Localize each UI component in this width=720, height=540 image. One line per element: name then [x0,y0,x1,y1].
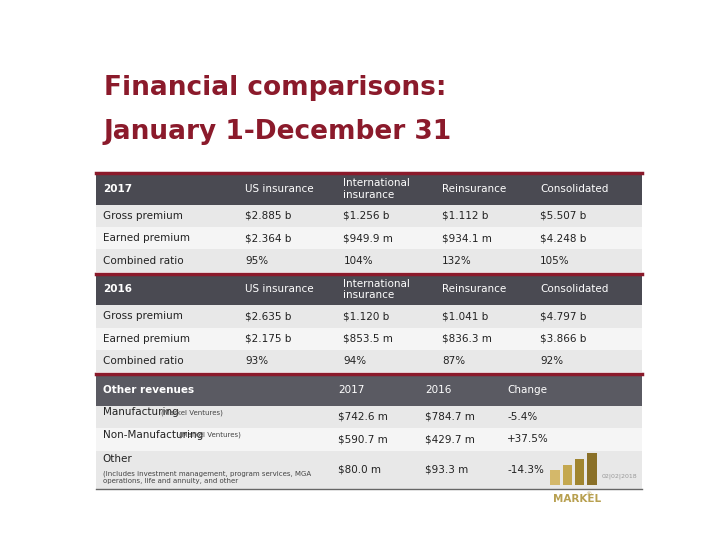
Text: Other revenues: Other revenues [103,385,194,395]
Bar [96,328,642,350]
Bar [96,173,642,205]
Text: $2.175 b: $2.175 b [245,334,292,344]
Text: 2017: 2017 [103,184,132,194]
Text: 132%: 132% [442,255,472,266]
Bar [588,454,597,485]
Text: $853.5 m: $853.5 m [343,334,393,344]
Text: (Includes investment management, program services, MGA
operations, life and annu: (Includes investment management, program… [103,470,311,484]
Text: $3.866 b: $3.866 b [540,334,587,344]
Bar [96,350,642,373]
Bar [96,205,642,227]
Text: 92%: 92% [540,356,563,366]
Text: 2016: 2016 [426,385,451,395]
Bar [96,374,642,406]
Text: $1.120 b: $1.120 b [343,312,390,321]
Text: 104%: 104% [343,255,373,266]
Text: Gross premium: Gross premium [103,312,183,321]
Text: 105%: 105% [540,255,570,266]
Bar [96,406,642,428]
Text: Earned premium: Earned premium [103,233,190,243]
Text: $949.9 m: $949.9 m [343,233,393,243]
Bar [575,459,585,485]
Bar [96,274,642,305]
Text: Non-Manufacturing: Non-Manufacturing [103,430,203,440]
Text: (Markel Ventures): (Markel Ventures) [179,431,240,438]
Text: +37.5%: +37.5% [508,435,549,444]
Text: $590.7 m: $590.7 m [338,435,387,444]
Text: 93%: 93% [245,356,268,366]
Text: 87%: 87% [442,356,465,366]
Bar [96,451,642,489]
Text: Manufacturing: Manufacturing [103,408,179,417]
Text: $2.635 b: $2.635 b [245,312,292,321]
Text: Reinsurance: Reinsurance [442,285,506,294]
Bar [562,465,572,485]
Bar [550,470,560,485]
Bar [96,428,642,451]
Text: -14.3%: -14.3% [508,465,544,475]
Text: Gross premium: Gross premium [103,211,183,221]
Text: 02|02|2018: 02|02|2018 [601,473,637,478]
Text: $4.797 b: $4.797 b [540,312,587,321]
Bar [96,305,642,328]
Text: Consolidated: Consolidated [540,285,608,294]
Text: $784.7 m: $784.7 m [426,412,475,422]
Text: $836.3 m: $836.3 m [442,334,492,344]
Text: Other: Other [103,454,132,464]
Text: US insurance: US insurance [245,184,313,194]
Text: $80.0 m: $80.0 m [338,465,381,475]
Text: International
insurance: International insurance [343,178,410,199]
Text: MARKEL: MARKEL [553,494,601,504]
Bar [96,249,642,272]
Text: 2016: 2016 [103,285,132,294]
Text: $1.112 b: $1.112 b [442,211,488,221]
Text: ®: ® [585,492,592,497]
Text: $934.1 m: $934.1 m [442,233,492,243]
Text: $1.256 b: $1.256 b [343,211,390,221]
Text: January 1-December 31: January 1-December 31 [104,119,452,145]
Text: (Markel Ventures): (Markel Ventures) [161,409,222,416]
Text: Change: Change [508,385,547,395]
Text: US insurance: US insurance [245,285,313,294]
Text: Consolidated: Consolidated [540,184,608,194]
Text: Financial comparisons:: Financial comparisons: [104,75,446,101]
Text: 2017: 2017 [338,385,364,395]
Text: $2.364 b: $2.364 b [245,233,292,243]
Text: -5.4%: -5.4% [508,412,538,422]
Text: 94%: 94% [343,356,366,366]
Bar [96,227,642,249]
Text: International
insurance: International insurance [343,279,410,300]
Text: $742.6 m: $742.6 m [338,412,388,422]
Text: Combined ratio: Combined ratio [103,356,184,366]
Text: $2.885 b: $2.885 b [245,211,292,221]
Text: $4.248 b: $4.248 b [540,233,587,243]
Text: Earned premium: Earned premium [103,334,190,344]
Text: $429.7 m: $429.7 m [426,435,475,444]
Text: Combined ratio: Combined ratio [103,255,184,266]
Text: 95%: 95% [245,255,268,266]
Text: $5.507 b: $5.507 b [540,211,587,221]
Text: $1.041 b: $1.041 b [442,312,488,321]
Text: $93.3 m: $93.3 m [426,465,469,475]
Text: Reinsurance: Reinsurance [442,184,506,194]
